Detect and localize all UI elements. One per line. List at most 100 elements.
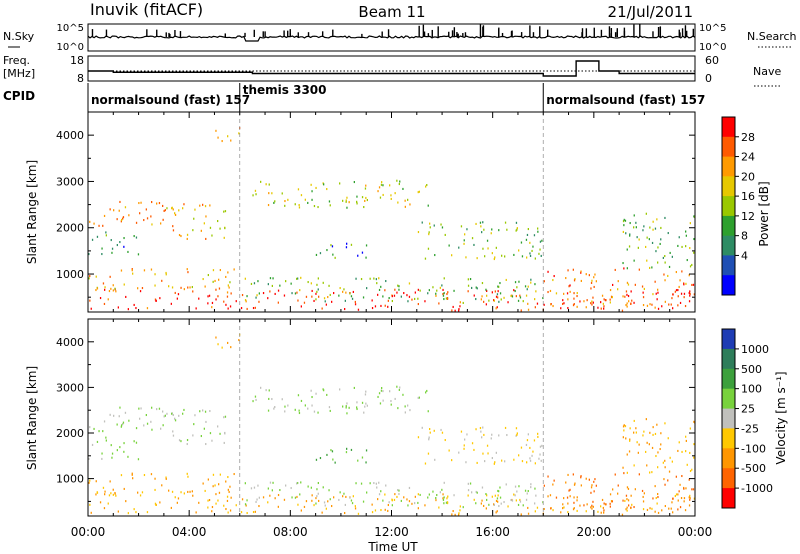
- power-cell: [530, 281, 532, 284]
- velocity-cell: [669, 456, 671, 459]
- power-cell: [446, 297, 449, 300]
- power-cell: [298, 206, 301, 209]
- velocity-cell: [328, 489, 330, 492]
- velocity-cell: [361, 456, 364, 459]
- power-cell: [365, 196, 367, 199]
- power-cell: [463, 242, 465, 245]
- velocity-cell: [140, 407, 142, 410]
- velocity-cell: [693, 443, 695, 446]
- power-cell: [443, 277, 445, 280]
- velocity-cell: [537, 432, 539, 435]
- power-cell: [268, 192, 270, 195]
- power-cell: [495, 307, 497, 310]
- power-cell: [212, 280, 214, 283]
- power-cell: [123, 237, 125, 240]
- velocity-cell: [691, 488, 693, 491]
- velocity-cell: [429, 431, 431, 434]
- velocity-cell: [664, 466, 666, 469]
- velocity-cell: [623, 429, 625, 432]
- velocity-cell: [459, 505, 461, 508]
- velocity-cell: [484, 460, 486, 463]
- power-cell: [505, 278, 507, 281]
- velocity-cell: [622, 436, 624, 439]
- power-cell: [645, 245, 647, 248]
- power-cell: [205, 237, 207, 240]
- velocity-cell: [205, 420, 207, 423]
- velocity-cell: [513, 458, 515, 461]
- power-cell: [497, 296, 499, 299]
- power-cell: [638, 268, 640, 271]
- velocity-cell: [114, 492, 116, 495]
- velocity-cell: [356, 401, 358, 404]
- velocity-cell: [496, 510, 498, 513]
- power-cell: [102, 282, 105, 285]
- velocity-cell: [294, 408, 296, 411]
- power-cell: [351, 297, 354, 300]
- power-cell: [414, 291, 416, 294]
- power-cell: [115, 290, 117, 293]
- power-cell: [552, 305, 554, 308]
- power-cell: [482, 247, 484, 250]
- noise-right-tick-bottom: 10^0: [699, 42, 726, 53]
- power-cell: [267, 283, 269, 286]
- velocity-cell: [603, 511, 605, 514]
- power-cell: [642, 296, 645, 299]
- velocity-colorbar-tick-label: 25: [741, 403, 755, 416]
- velocity-cell: [116, 423, 118, 426]
- velocity-cell: [365, 449, 368, 452]
- velocity-cell: [668, 470, 671, 473]
- power-cell: [105, 234, 107, 237]
- power-cell: [646, 259, 648, 262]
- velocity-cell: [192, 494, 194, 497]
- power-cell: [165, 271, 167, 274]
- velocity-cell: [493, 503, 495, 506]
- power-cell: [397, 201, 399, 204]
- velocity-cell: [563, 506, 565, 509]
- velocity-colorbar-tick-label: -100: [741, 442, 766, 455]
- power-cell: [642, 229, 644, 232]
- power-cell: [319, 252, 322, 255]
- velocity-band-11: [622, 418, 695, 474]
- velocity-cell: [332, 458, 334, 461]
- power-cell: [120, 220, 122, 223]
- velocity-cell: [227, 511, 229, 514]
- velocity-band-5: [215, 333, 241, 349]
- station-title: Inuvik (fitACF): [90, 0, 203, 19]
- velocity-colorbar-swatch: [722, 448, 735, 469]
- power-cell: [667, 274, 669, 277]
- velocity-cell: [102, 486, 105, 489]
- velocity-cell: [601, 498, 604, 501]
- velocity-cell: [442, 497, 444, 500]
- velocity-cell: [630, 494, 632, 497]
- noise-left-tick-top: 10^5: [57, 23, 84, 34]
- freq-left-tick-top: 18: [70, 54, 84, 67]
- power-cell: [316, 283, 318, 286]
- power-cell: [657, 246, 659, 249]
- power-cell: [105, 231, 107, 234]
- power-cell: [104, 288, 106, 291]
- power-cell: [683, 296, 685, 299]
- velocity-cell: [417, 493, 419, 496]
- power-cell: [252, 194, 254, 197]
- power-cell: [329, 204, 331, 207]
- velocity-cell: [361, 401, 364, 404]
- power-cell: [399, 180, 401, 183]
- freq-right-tick-bottom: 0: [705, 72, 712, 85]
- power-cell: [229, 281, 231, 284]
- power-colorbar-tick-label: 16: [741, 190, 755, 203]
- velocity-cell: [133, 508, 135, 511]
- velocity-cell: [541, 444, 543, 447]
- freq-right-label: Nave: [753, 65, 781, 78]
- velocity-cell: [626, 509, 628, 512]
- power-cell: [186, 237, 188, 240]
- velocity-cell: [211, 506, 214, 509]
- power-cell: [435, 294, 437, 297]
- velocity-cell: [344, 512, 346, 515]
- power-cell: [350, 243, 353, 246]
- velocity-cell: [202, 409, 204, 412]
- power-cell: [356, 195, 358, 198]
- velocity-cell: [360, 482, 363, 485]
- power-cell: [490, 232, 492, 235]
- power-cell: [307, 281, 309, 284]
